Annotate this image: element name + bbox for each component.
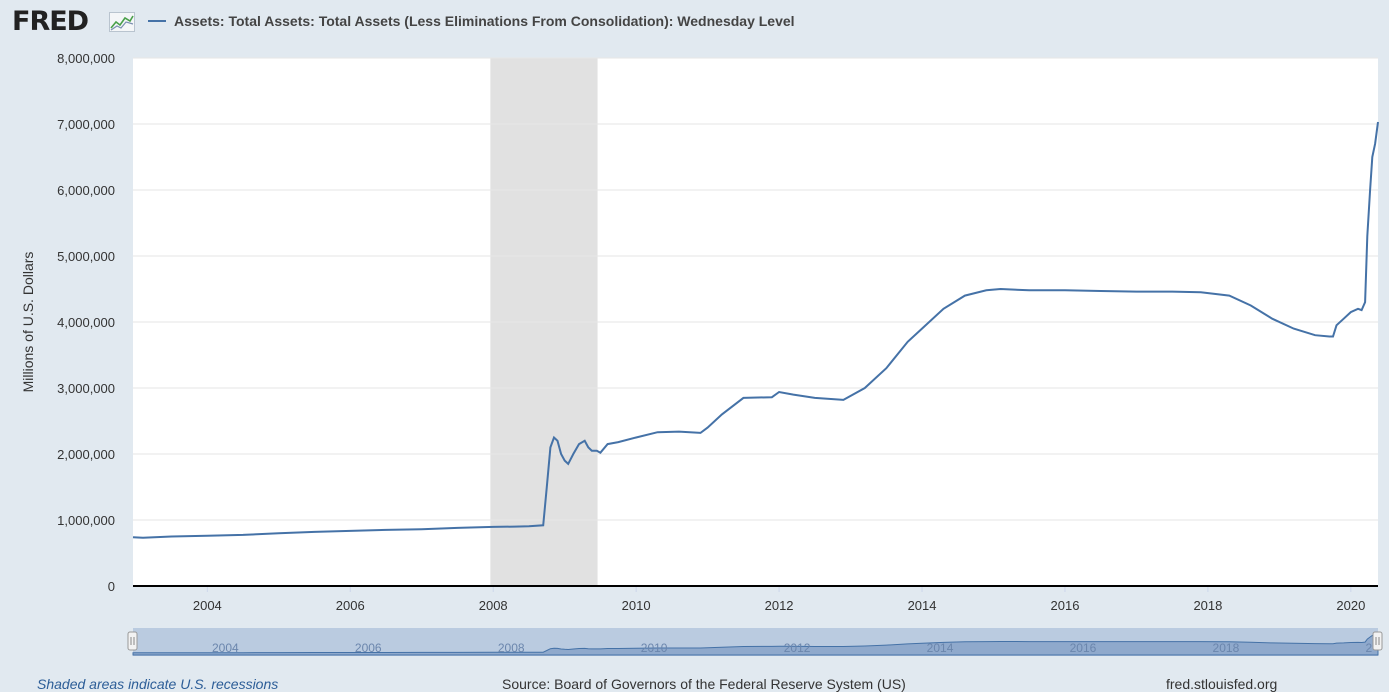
y-tick-label: 8,000,000 xyxy=(57,51,115,66)
fred-logo[interactable]: FRED xyxy=(12,6,89,37)
x-tick-label: 2012 xyxy=(765,598,794,613)
navigator-tick-label: 2 xyxy=(1365,641,1372,655)
x-tick-label: 2008 xyxy=(479,598,508,613)
fred-chart-mark-icon xyxy=(109,12,135,32)
y-tick-label: 7,000,000 xyxy=(57,117,115,132)
navigator-series-area xyxy=(132,633,1379,656)
navigator-tick-label: 2014 xyxy=(927,641,954,655)
y-tick-label: 4,000,000 xyxy=(57,315,115,330)
y-tick-label: 5,000,000 xyxy=(57,249,115,264)
chart: 0 1,000,000 2,000,000 3,000,000 4,000,000 5,0… xyxy=(20,51,1383,656)
x-tick-label: 2010 xyxy=(622,598,651,613)
x-tick-label: 2016 xyxy=(1051,598,1080,613)
navigator-tick-label: 2006 xyxy=(355,641,382,655)
fred-url-link[interactable]: fred.stlouisfed.org xyxy=(1166,676,1278,692)
y-tick-label: 6,000,000 xyxy=(57,183,115,198)
y-tick-label: 0 xyxy=(108,579,115,594)
x-tick-label: 2014 xyxy=(908,598,937,613)
x-tick-label: 2018 xyxy=(1193,598,1222,613)
navigator-tick-label: 2016 xyxy=(1070,641,1097,655)
navigator-right-handle[interactable] xyxy=(1372,631,1383,651)
recession-note-link[interactable]: Shaded areas indicate U.S. recessions xyxy=(37,676,279,692)
series-line xyxy=(132,121,1379,539)
y-axis-title: Millions of U.S. Dollars xyxy=(20,252,36,393)
navigator-tick-label: 2004 xyxy=(212,641,239,655)
x-tick-label: 2020 xyxy=(1336,598,1365,613)
navigator-tick-label: 2010 xyxy=(641,641,668,655)
range-navigator[interactable]: 2004 2006 2008 2010 2012 2014 2016 2018 2 xyxy=(127,628,1383,656)
x-tick-label: 2006 xyxy=(336,598,365,613)
y-tick-label: 2,000,000 xyxy=(57,447,115,462)
legend-series-title: Assets: Total Assets: Total Assets (Less… xyxy=(174,13,795,29)
navigator-tick-label: 2018 xyxy=(1213,641,1240,655)
source-note: Source: Board of Governors of the Federa… xyxy=(502,676,906,692)
y-tick-label: 1,000,000 xyxy=(57,513,115,528)
x-tick-label: 2004 xyxy=(193,598,222,613)
y-tick-label: 3,000,000 xyxy=(57,381,115,396)
navigator-tick-label: 2012 xyxy=(784,641,811,655)
legend-line-swatch xyxy=(148,20,166,22)
chart-legend: Assets: Total Assets: Total Assets (Less… xyxy=(148,13,795,29)
navigator-tick-label: 2008 xyxy=(498,641,525,655)
navigator-left-handle[interactable] xyxy=(127,631,138,651)
